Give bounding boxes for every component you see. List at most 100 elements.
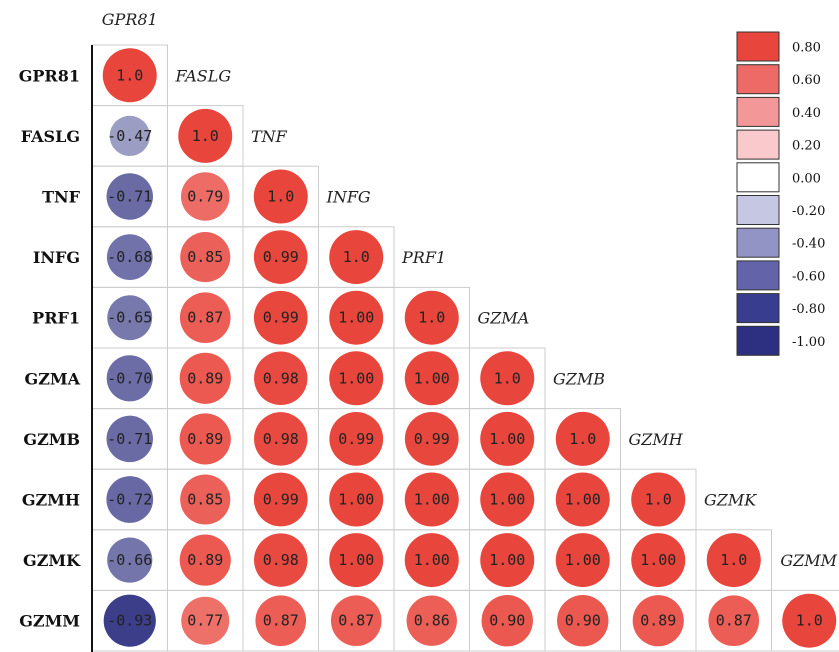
correlation-value: 0.85 <box>187 491 223 509</box>
correlation-circle-gzmb-infg <box>329 412 384 466</box>
correlation-circle-gzmk-gzmb <box>555 533 610 588</box>
correlation-value: 0.89 <box>640 612 676 630</box>
correlation-value: 0.99 <box>338 430 374 448</box>
correlation-circle-gzmk-gzma <box>480 533 535 588</box>
correlation-circle-gzmm-gzmh <box>632 595 684 647</box>
correlation-circle-gzmm-faslg <box>181 596 230 645</box>
correlation-value: 0.77 <box>187 612 223 630</box>
legend-swatch <box>736 293 780 324</box>
correlation-circle-gzmb-gzmb <box>555 411 610 466</box>
correlation-value: 1.0 <box>569 430 596 448</box>
correlation-circle-prf1-tnf <box>253 290 308 345</box>
correlation-value: 1.00 <box>338 369 374 387</box>
correlation-circle-gpr81-gpr81 <box>102 48 157 103</box>
correlation-circle-gzmk-infg <box>329 533 384 588</box>
correlation-circle-gzmh-gpr81 <box>106 476 154 523</box>
correlation-value: 0.99 <box>414 430 450 448</box>
row-label-tnf: TNF <box>42 188 81 207</box>
correlation-circle-gzmm-gzma <box>481 595 533 647</box>
correlation-circle-gzma-gzma <box>480 351 535 406</box>
correlation-circle-faslg-gpr81 <box>109 115 150 157</box>
legend-swatch <box>736 195 780 225</box>
correlation-circle-gzmh-tnf <box>253 472 308 527</box>
correlation-circle-gzmk-prf1 <box>404 533 459 588</box>
correlation-value: 0.98 <box>263 551 299 569</box>
correlation-circle-gzmk-gzmh <box>631 533 686 588</box>
correlation-value: 1.0 <box>645 491 672 509</box>
legend-label: -0.80 <box>792 302 825 317</box>
correlation-circle-tnf-tnf <box>253 169 308 224</box>
correlation-value: 1.0 <box>343 248 370 266</box>
correlation-value: 0.87 <box>338 612 374 630</box>
correlation-value: 0.87 <box>263 612 299 630</box>
legend-label: 0.00 <box>792 171 821 186</box>
correlation-circle-prf1-prf1 <box>404 290 459 345</box>
correlation-circle-gzmk-gzmk <box>706 533 761 588</box>
correlation-circle-gzmb-faslg <box>179 413 231 465</box>
legend-label: 0.80 <box>792 41 821 56</box>
correlation-value: 1.0 <box>267 188 294 206</box>
correlation-circle-gzmh-gzmb <box>555 472 610 527</box>
legend-swatch <box>736 162 780 193</box>
column-label-gzma: GZMA <box>478 309 530 328</box>
legend-label: 0.20 <box>792 139 821 154</box>
variable-labels: GPR81 FASLG TNF INFG PRF1 GZMA GZMB GZMH GZMK GZM… <box>19 10 838 631</box>
correlation-value: 0.87 <box>716 612 752 630</box>
correlation-value: 1.00 <box>338 551 374 569</box>
correlation-value: 1.00 <box>414 369 450 387</box>
correlation-value: 1.0 <box>720 551 747 569</box>
correlation-circle-gzmk-gpr81 <box>107 537 153 583</box>
legend-label: -0.20 <box>792 204 825 219</box>
correlation-circle-gzmb-prf1 <box>404 412 459 466</box>
correlation-value: 1.00 <box>640 551 676 569</box>
row-label-gzmm: GZMM <box>19 612 80 631</box>
column-label-gpr81: GPR81 <box>102 10 158 29</box>
correlation-value: 1.0 <box>116 66 143 84</box>
correlation-value: 0.89 <box>187 430 223 448</box>
legend-swatch <box>736 31 780 62</box>
correlation-value: -0.70 <box>107 369 152 387</box>
row-label-faslg: FASLG <box>21 127 80 146</box>
correlation-value: 0.90 <box>565 612 601 630</box>
correlation-value: 0.99 <box>263 248 299 266</box>
legend-swatch <box>736 325 780 356</box>
correlation-circle-infg-infg <box>329 230 384 285</box>
correlation-circle-gzma-faslg <box>179 352 231 404</box>
correlation-circle-gzmb-gpr81 <box>106 415 153 463</box>
correlation-circle-gzmm-gzmk <box>708 595 760 647</box>
correlation-circle-gzmm-gpr81 <box>103 594 156 647</box>
correlation-circle-gzmm-infg <box>330 595 382 647</box>
correlation-circle-infg-gpr81 <box>106 234 153 280</box>
correlation-value: 1.00 <box>489 430 525 448</box>
correlation-value: 1.00 <box>489 551 525 569</box>
column-label-tnf: TNF <box>251 127 288 146</box>
correlation-values: 1.0 -0.47 1.0 -0.71 0.79 1.0 -0.68 0.85 0.99 1.0 -… <box>107 66 823 629</box>
column-label-gzmb: GZMB <box>553 369 605 388</box>
correlation-circle-gzmh-faslg <box>180 474 231 525</box>
correlation-circle-gzmm-tnf <box>255 595 307 647</box>
correlation-circle-prf1-faslg <box>179 292 231 344</box>
correlation-circle-faslg-faslg <box>178 108 233 163</box>
correlation-circle-gzmh-prf1 <box>404 472 459 527</box>
correlation-value: 1.00 <box>414 491 450 509</box>
correlation-value: -0.93 <box>107 612 152 630</box>
column-label-faslg: FASLG <box>175 66 232 85</box>
correlation-circle-prf1-infg <box>329 290 384 345</box>
correlation-value: 1.00 <box>338 309 374 327</box>
correlation-value: -0.71 <box>107 188 152 206</box>
column-label-gzmm: GZMM <box>780 551 837 570</box>
correlation-value: 0.98 <box>263 369 299 387</box>
row-label-gzmb: GZMB <box>23 430 80 449</box>
correlation-value: 0.90 <box>489 612 525 630</box>
correlation-value: 1.0 <box>796 612 823 630</box>
correlation-circle-gzmk-faslg <box>179 534 231 586</box>
correlation-circle-gzma-prf1 <box>404 351 459 406</box>
correlation-value: -0.72 <box>107 491 152 509</box>
row-label-prf1: PRF1 <box>32 309 80 328</box>
correlation-value: 0.89 <box>187 551 223 569</box>
column-label-prf1: PRF1 <box>401 248 446 267</box>
grid-cell <box>771 589 839 652</box>
correlation-value: 1.00 <box>414 551 450 569</box>
correlation-value: 1.00 <box>489 491 525 509</box>
